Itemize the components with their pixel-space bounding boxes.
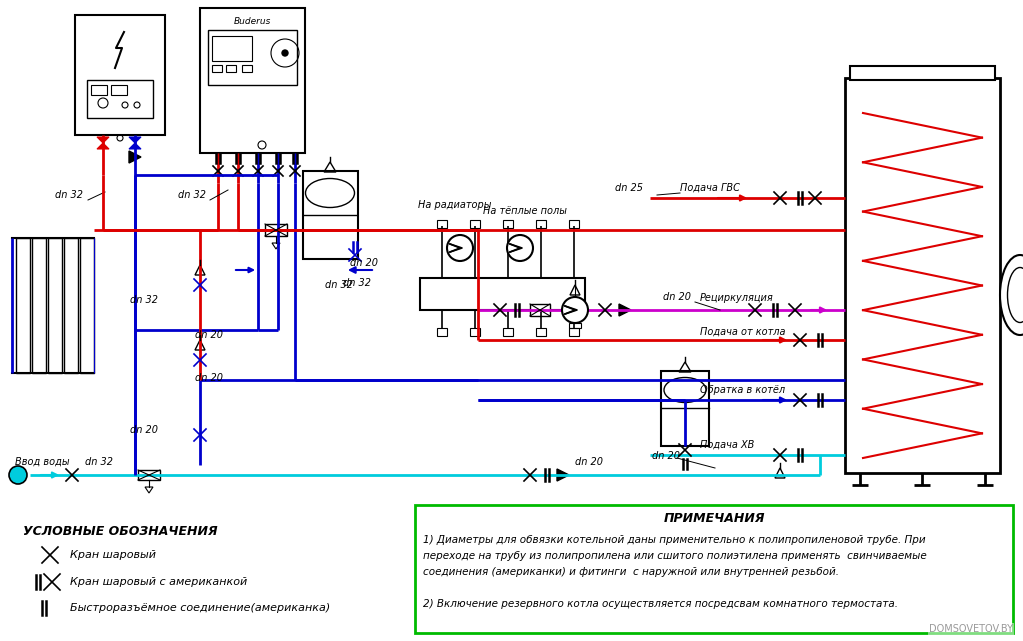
- Text: Рециркуляция: Рециркуляция: [700, 293, 773, 303]
- Text: dn 20: dn 20: [195, 373, 223, 383]
- Text: dn 20: dn 20: [130, 425, 158, 435]
- Bar: [503, 220, 513, 228]
- Bar: [850, 66, 995, 80]
- Bar: [536, 220, 546, 228]
- Text: 1) Диаметры для обвязки котельной даны применительно к полипропиленовой трубе. П: 1) Диаметры для обвязки котельной даны п…: [422, 535, 926, 545]
- Bar: [437, 328, 447, 336]
- Circle shape: [9, 466, 27, 484]
- Polygon shape: [129, 137, 141, 143]
- Bar: [242, 65, 252, 72]
- Bar: [208, 30, 297, 85]
- Text: dn 32: dn 32: [343, 278, 371, 288]
- Bar: [569, 328, 579, 336]
- Text: dn 20: dn 20: [575, 457, 603, 467]
- Bar: [212, 36, 252, 61]
- Polygon shape: [619, 304, 631, 316]
- Text: dn 20: dn 20: [350, 258, 379, 268]
- Bar: [112, 85, 127, 95]
- Bar: [32, 238, 46, 373]
- Bar: [470, 220, 480, 228]
- Text: Подача ХВ: Подача ХВ: [700, 440, 754, 450]
- Text: На тёплые полы: На тёплые полы: [483, 206, 567, 216]
- Bar: [226, 65, 236, 72]
- Text: На радиаторы: На радиаторы: [418, 200, 492, 210]
- Text: dn 32: dn 32: [85, 457, 113, 467]
- Text: Обратка в котёл: Обратка в котёл: [700, 385, 785, 395]
- Polygon shape: [557, 469, 569, 481]
- Bar: [48, 238, 62, 373]
- Bar: [470, 328, 480, 336]
- Text: 2) Включение резервного котла осуществляется посредсвам комнатного термостата.: 2) Включение резервного котла осуществля…: [422, 599, 898, 609]
- Circle shape: [282, 50, 288, 56]
- Bar: [75, 15, 165, 135]
- Bar: [80, 238, 94, 373]
- Text: УСЛОВНЫЕ ОБОЗНАЧЕНИЯ: УСЛОВНЫЕ ОБОЗНАЧЕНИЯ: [23, 525, 217, 538]
- Text: dn 20: dn 20: [663, 292, 691, 302]
- Text: ПРИМЕЧАНИЯ: ПРИМЕЧАНИЯ: [663, 513, 765, 526]
- Text: dn 32: dn 32: [178, 190, 206, 200]
- Text: переходе на трубу из полипропилена или сшитого полиэтилена применять  свинчиваем: переходе на трубу из полипропилена или с…: [422, 551, 927, 561]
- Text: Кран шаровый: Кран шаровый: [70, 550, 155, 560]
- Bar: [530, 304, 550, 316]
- Circle shape: [507, 235, 533, 261]
- Circle shape: [562, 297, 588, 323]
- Bar: [91, 85, 107, 95]
- Polygon shape: [97, 137, 109, 143]
- Bar: [661, 371, 709, 446]
- Text: Подача от котла: Подача от котла: [700, 327, 786, 337]
- Text: соединения (американки) и фитинги  с наружной или внутренней резьбой.: соединения (американки) и фитинги с нару…: [422, 567, 839, 577]
- Text: dn 32: dn 32: [130, 295, 158, 305]
- Bar: [415, 505, 1013, 633]
- Ellipse shape: [1000, 255, 1023, 335]
- Bar: [569, 220, 579, 228]
- Text: DOMSOVETOV.BY: DOMSOVETOV.BY: [929, 624, 1013, 634]
- Bar: [503, 328, 513, 336]
- Polygon shape: [129, 151, 141, 163]
- Text: dn 20: dn 20: [652, 451, 680, 461]
- Bar: [16, 238, 30, 373]
- Bar: [420, 278, 585, 310]
- Text: Кран шаровый с американкой: Кран шаровый с американкой: [70, 577, 248, 587]
- Polygon shape: [129, 143, 141, 149]
- Text: dn 20: dn 20: [195, 330, 223, 340]
- Bar: [64, 238, 78, 373]
- Text: Buderus: Buderus: [233, 17, 271, 26]
- Bar: [845, 78, 1000, 473]
- Text: Ввод воды: Ввод воды: [15, 457, 70, 467]
- Text: dn 32: dn 32: [325, 280, 353, 290]
- Polygon shape: [97, 143, 109, 149]
- Text: Быстроразъёмное соединение(американка): Быстроразъёмное соединение(американка): [70, 603, 330, 613]
- Bar: [437, 220, 447, 228]
- Bar: [536, 328, 546, 336]
- Text: dn 32: dn 32: [55, 190, 83, 200]
- Bar: [201, 8, 305, 153]
- Bar: [212, 65, 222, 72]
- Circle shape: [447, 235, 473, 261]
- Bar: [569, 323, 581, 328]
- Text: Подача ГВС: Подача ГВС: [680, 183, 740, 193]
- Bar: [265, 224, 287, 236]
- Bar: [87, 80, 153, 118]
- Text: dn 25: dn 25: [615, 183, 643, 193]
- Bar: [138, 470, 160, 480]
- Bar: [303, 171, 358, 259]
